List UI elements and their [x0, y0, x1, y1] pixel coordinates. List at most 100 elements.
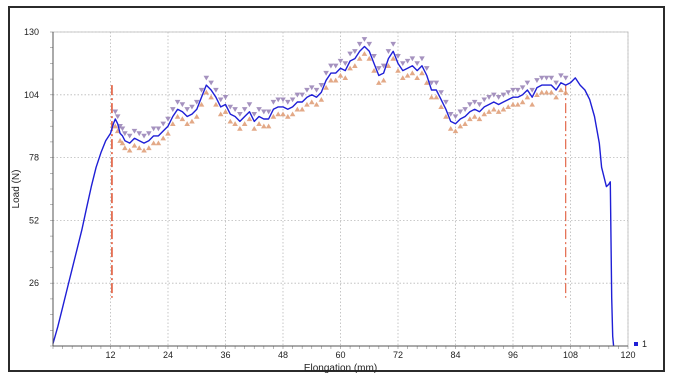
peak-marker [543, 75, 550, 81]
valley-marker [313, 101, 320, 107]
peak-marker [119, 126, 126, 132]
peak-marker [261, 109, 267, 115]
peak-marker [438, 90, 444, 96]
peak-marker [313, 87, 320, 93]
valley-marker [246, 116, 253, 122]
peak-marker [174, 99, 181, 105]
valley-marker [165, 130, 171, 136]
peak-marker [165, 116, 171, 122]
peak-marker [352, 49, 358, 54]
x-axis-label: Elongation (mm) [304, 363, 377, 374]
valley-marker [380, 77, 387, 83]
valley-marker [150, 140, 157, 146]
peak-marker [534, 78, 540, 83]
valley-marker [476, 116, 483, 122]
data-point-markers [112, 37, 569, 153]
y-tick-label: 52 [29, 215, 39, 225]
peak-marker [524, 80, 531, 86]
valley-marker [371, 68, 377, 73]
peak-marker [169, 107, 176, 112]
peak-marker [241, 107, 248, 112]
peak-marker [399, 61, 406, 67]
valley-marker [510, 101, 516, 107]
x-tick-label: 96 [508, 350, 518, 360]
valley-marker [117, 138, 123, 143]
peak-marker [342, 61, 349, 67]
valley-marker [198, 101, 205, 107]
peak-marker [467, 102, 473, 108]
legend-swatch [634, 342, 638, 346]
peak-marker [538, 75, 545, 81]
peak-marker [356, 41, 363, 47]
peak-marker [495, 95, 502, 100]
valley-marker [160, 135, 167, 141]
valley-marker [265, 123, 272, 129]
valley-marker [261, 123, 267, 129]
valley-marker [141, 147, 147, 153]
legend: 1 [634, 339, 647, 349]
y-tick-label: 104 [24, 90, 39, 100]
valley-marker [112, 123, 119, 129]
peak-marker [256, 107, 262, 112]
valley-marker [337, 72, 344, 78]
peak-marker [414, 61, 420, 67]
peak-marker [189, 104, 195, 110]
peak-marker [562, 75, 569, 81]
peak-marker [529, 87, 535, 93]
peak-marker [395, 54, 401, 59]
valley-marker [193, 113, 200, 119]
valley-marker [256, 121, 262, 126]
x-tick-label: 48 [278, 350, 288, 360]
peak-marker [122, 131, 128, 137]
valley-marker [299, 106, 305, 112]
vertical-markers [111, 85, 567, 298]
valley-marker [534, 92, 540, 97]
valley-marker [361, 51, 368, 56]
legend-label: 1 [642, 339, 647, 349]
valley-marker [514, 101, 521, 107]
y-tick-label: 26 [29, 278, 39, 288]
valley-marker [562, 89, 569, 95]
peak-marker [150, 126, 157, 132]
peak-marker [491, 92, 497, 98]
x-tick-label: 60 [335, 350, 345, 360]
peak-marker [347, 51, 353, 57]
peak-marker [558, 73, 564, 79]
valley-marker [553, 94, 559, 100]
peak-marker [500, 92, 507, 98]
peak-marker [462, 107, 468, 112]
peak-marker [203, 75, 210, 81]
series-line [52, 45, 615, 347]
x-tick-label: 72 [393, 350, 403, 360]
valley-marker [376, 80, 382, 85]
peak-marker [385, 49, 392, 54]
valley-marker [447, 125, 454, 131]
peak-marker [198, 87, 205, 93]
peak-marker [280, 97, 286, 103]
peak-marker [136, 131, 143, 137]
peak-marker [304, 87, 310, 93]
peak-marker [323, 70, 329, 76]
valley-marker [457, 123, 464, 129]
valley-marker [222, 109, 229, 114]
valley-marker [146, 145, 152, 151]
valley-marker [438, 104, 444, 110]
valley-marker [122, 145, 128, 151]
valley-marker [155, 140, 162, 146]
valley-marker [409, 70, 416, 76]
x-tick-label: 24 [163, 350, 173, 360]
valley-marker [399, 75, 406, 81]
peak-marker [519, 85, 526, 91]
peak-marker [217, 97, 224, 103]
valley-marker [500, 106, 507, 112]
peak-marker [376, 66, 382, 71]
peak-marker [112, 109, 119, 115]
x-tick-label: 120 [620, 350, 635, 360]
valley-marker [189, 118, 195, 124]
peak-marker [318, 82, 325, 88]
valley-marker [184, 121, 190, 126]
peak-marker [380, 63, 387, 69]
peak-marker [193, 99, 200, 105]
peak-marker [160, 121, 167, 127]
valley-marker [119, 140, 126, 146]
